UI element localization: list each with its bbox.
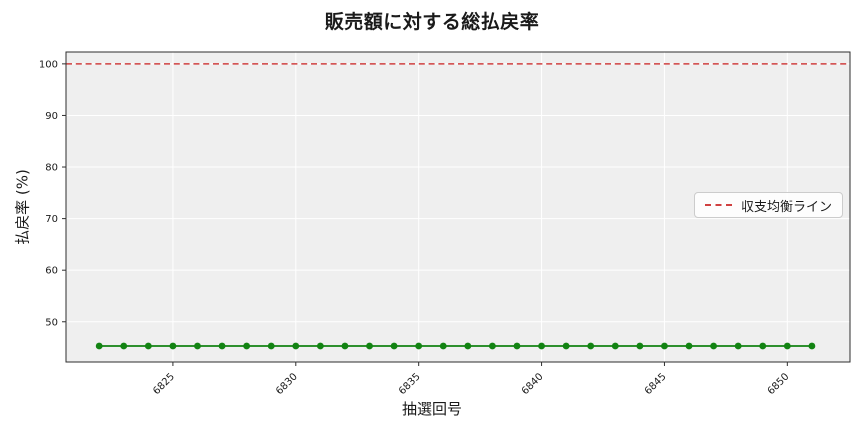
y-tick-label: 60 [45,266,58,277]
x-tick-label: 6840 [520,371,546,397]
y-tick-label: 70 [45,214,58,225]
x-tick-label: 6835 [397,371,423,397]
legend-dashed-line-icon [705,204,732,206]
data-point [661,342,668,350]
chart-title: 販売額に対する総払戻率 [324,11,540,33]
y-tick-label: 100 [39,59,58,70]
data-point [292,342,300,350]
data-point [439,342,447,350]
data-point [366,342,373,350]
data-point [783,342,791,350]
data-point [144,342,152,350]
x-axis-label: 抽選回号 [401,400,462,418]
data-point [390,342,398,350]
y-tick-label: 50 [45,317,58,328]
y-axis-label: 払戻率 (%) [13,169,32,245]
data-point [218,342,226,350]
data-point [808,342,816,350]
data-point [243,342,251,350]
data-point [267,342,275,350]
data-point [562,342,570,350]
data-point [464,342,472,350]
x-tick-label: 6850 [766,371,792,397]
legend-label: 収支均衡ライン [741,199,833,215]
data-point [538,342,545,350]
data-point [415,342,423,350]
x-tick-label: 6845 [643,371,669,397]
y-tick-label: 80 [45,163,58,174]
data-point [169,342,177,350]
x-tick-label: 6830 [274,371,300,397]
x-tick-label: 6825 [151,371,177,397]
data-point [587,342,595,350]
data-point [636,342,644,350]
data-point [489,342,496,350]
plot-border [65,51,851,363]
data-point [513,342,521,350]
data-point [95,342,103,350]
data-point [734,342,742,350]
data-point [120,342,128,350]
data-point [341,342,349,350]
data-point [685,342,693,350]
data-point [316,342,324,350]
data-point [759,342,767,350]
data-point [710,342,717,350]
legend: 収支均衡ライン [694,192,844,218]
data-point [611,342,619,350]
y-tick-label: 90 [45,111,58,122]
data-point [194,342,201,350]
